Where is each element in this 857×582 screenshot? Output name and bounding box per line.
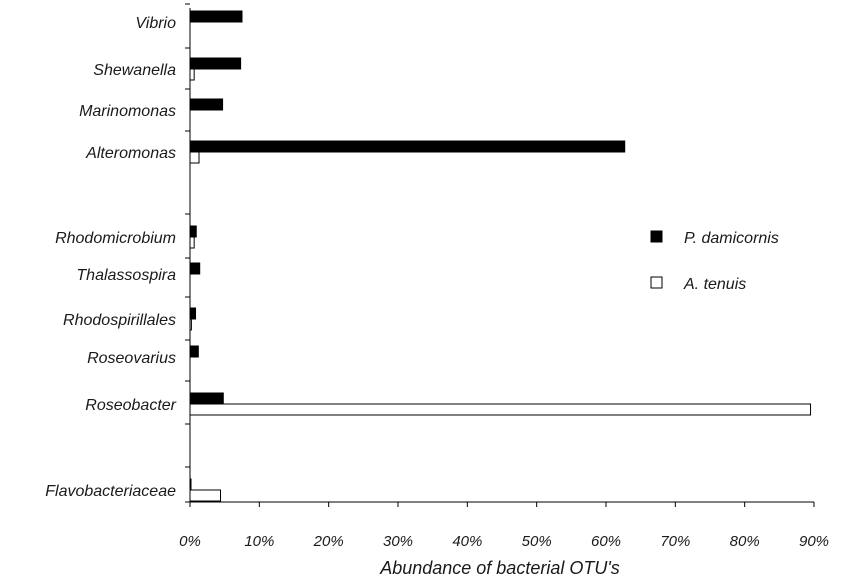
legend: P. damicornis A. tenuis xyxy=(650,230,779,293)
bar-a-tenuis xyxy=(189,68,195,81)
x-tick-label: 0% xyxy=(179,533,201,550)
bar-p-damicornis xyxy=(189,98,224,111)
legend-swatch-a-tenuis xyxy=(650,276,663,289)
category-label: Alteromonas xyxy=(85,145,176,162)
category-label: Vibrio xyxy=(135,15,176,32)
x-tick-label: 40% xyxy=(452,533,482,550)
legend-label: A. tenuis xyxy=(683,276,746,293)
x-axis-title: Abundance of bacterial OTU's xyxy=(379,558,620,578)
bar-p-damicornis xyxy=(189,57,242,70)
x-tick-label: 10% xyxy=(244,533,274,550)
category-label: Roseobacter xyxy=(85,397,176,414)
bar-p-damicornis xyxy=(189,392,224,405)
bar-a-tenuis xyxy=(189,151,200,164)
bar-p-damicornis xyxy=(189,10,243,23)
category-label: Shewanella xyxy=(93,62,176,79)
x-tick-label: 70% xyxy=(660,533,690,550)
bar-p-damicornis xyxy=(189,262,201,275)
legend-swatch-p-damicornis xyxy=(650,230,663,243)
legend-label: P. damicornis xyxy=(684,230,779,247)
bar-a-tenuis xyxy=(189,489,222,502)
x-tick-label: 20% xyxy=(313,533,344,550)
x-tick-label: 80% xyxy=(730,533,760,550)
category-label: Rhodomicrobium xyxy=(55,230,176,247)
category-labels: Vibrio Shewanella Marinomonas Alteromonas Rh… xyxy=(45,15,176,500)
category-label: Rhodospirillales xyxy=(63,312,176,329)
x-tick-label: 30% xyxy=(383,533,413,550)
x-tick-label: 60% xyxy=(591,533,621,550)
bar-p-damicornis xyxy=(189,307,197,320)
x-tick-labels: 0% 10% 20% 30% 40% 50% 60% 70% 80% 90% xyxy=(179,533,829,550)
category-label: Marinomonas xyxy=(79,103,176,120)
category-label: Thalassospira xyxy=(76,267,176,284)
bar-p-damicornis xyxy=(189,345,199,358)
category-label: Flavobacteriaceae xyxy=(45,483,176,500)
bar-a-tenuis xyxy=(189,403,812,416)
bars xyxy=(189,10,812,502)
bar-a-tenuis xyxy=(189,236,195,249)
bar-p-damicornis xyxy=(189,225,197,238)
x-tick-label: 90% xyxy=(799,533,829,550)
x-tick-label: 50% xyxy=(522,533,552,550)
category-label: Roseovarius xyxy=(87,350,176,367)
bar-p-damicornis xyxy=(189,140,626,153)
axes xyxy=(185,3,815,507)
